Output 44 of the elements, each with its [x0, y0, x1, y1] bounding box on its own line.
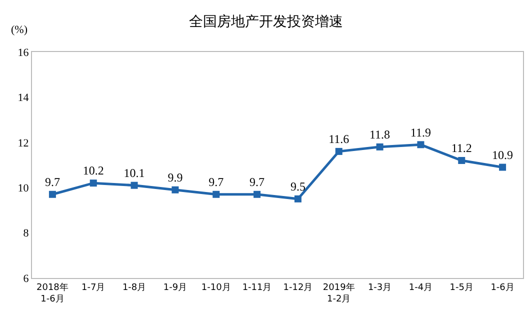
- x-tick-label: 1-5月: [450, 282, 474, 293]
- x-tick-label: 1-9月: [163, 282, 188, 293]
- x-tick-label: 1-7月: [82, 282, 106, 293]
- data-label: 11.6: [328, 132, 350, 146]
- y-tick-label: 12: [18, 137, 29, 150]
- y-tick-label: 8: [23, 228, 30, 240]
- point: [48, 190, 56, 198]
- x-tick-label: 1-8月: [122, 282, 146, 293]
- x-tick-label: 1-12月: [283, 282, 313, 293]
- x-tick-label: 1-10月: [201, 282, 231, 293]
- x-tick-label: 2019年 1-2月: [322, 282, 355, 304]
- point: [212, 190, 220, 198]
- point: [417, 141, 424, 148]
- y-tick-label: 16: [18, 46, 30, 59]
- chart-title: 全国房地产开发投资增速: [189, 14, 343, 30]
- data-label: 11.2: [451, 141, 472, 156]
- point: [130, 182, 138, 189]
- x-tick-label: 1-11月: [242, 282, 272, 293]
- data-label: 9.7: [250, 175, 265, 190]
- point: [335, 148, 342, 155]
- data-label: 11.9: [410, 125, 431, 140]
- point: [294, 195, 302, 202]
- x-tick-label: 2018年 1-6月: [36, 282, 68, 304]
- point: [376, 143, 384, 150]
- point: [499, 164, 506, 171]
- y-tick-label: 6: [23, 272, 30, 285]
- point: [458, 156, 466, 164]
- data-label: 11.8: [370, 128, 390, 142]
- data-label: 9.9: [168, 170, 183, 184]
- y-tick-label: 14: [18, 92, 30, 104]
- point: [90, 180, 97, 187]
- y-axis-title: (%): [11, 24, 28, 36]
- data-label: 9.5: [290, 180, 306, 194]
- data-label: 10.9: [492, 148, 514, 162]
- x-tick-label: 1-4月: [408, 282, 433, 293]
- data-label: 10.2: [82, 164, 104, 178]
- x-tick-label: 1-6月: [490, 282, 514, 293]
- x-tick-label: 1-3月: [368, 282, 392, 293]
- point: [254, 190, 261, 198]
- data-label: 9.7: [44, 175, 60, 190]
- point: [172, 186, 179, 194]
- data-label: 9.7: [208, 175, 224, 190]
- y-tick-label: 10: [18, 182, 30, 194]
- data-label: 10.1: [124, 166, 145, 180]
